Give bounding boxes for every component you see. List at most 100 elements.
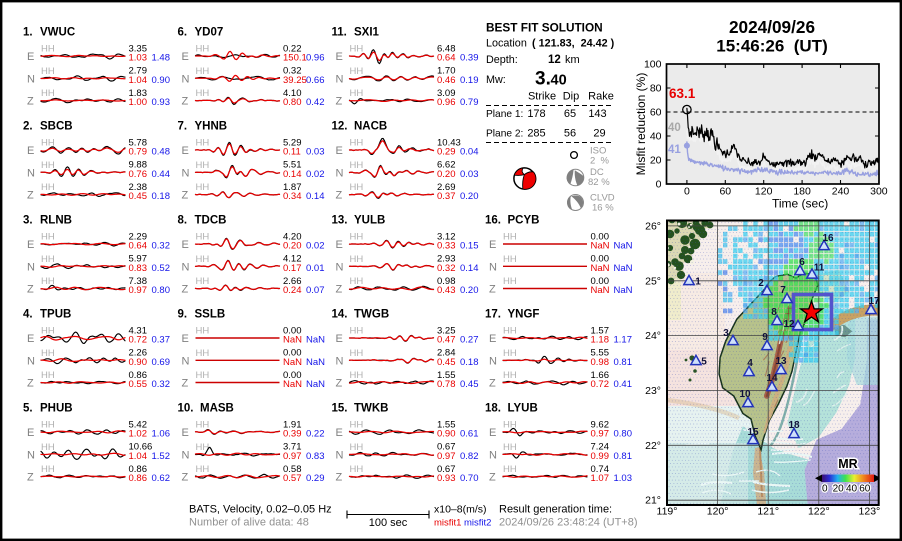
svg-text:Misfit reduction (%): Misfit reduction (%) xyxy=(634,73,648,176)
svg-text:0.41: 0.41 xyxy=(614,379,633,390)
svg-text:65: 65 xyxy=(564,108,576,120)
svg-text:Z: Z xyxy=(182,284,189,296)
svg-text:5.97: 5.97 xyxy=(129,254,148,265)
svg-text:( 121.83, 24.42 ): ( 121.83, 24.42 ) xyxy=(532,38,615,50)
svg-text:N: N xyxy=(182,449,190,461)
svg-text:10.: 10. xyxy=(178,403,194,415)
svg-text:2.: 2. xyxy=(23,121,33,133)
svg-text:Z: Z xyxy=(489,472,496,484)
svg-text:0.34: 0.34 xyxy=(283,191,302,202)
svg-text:0.00: 0.00 xyxy=(591,254,610,265)
svg-text:0: 0 xyxy=(822,484,828,495)
svg-text:6: 6 xyxy=(799,257,805,268)
svg-text:N: N xyxy=(182,167,190,179)
svg-text:N: N xyxy=(27,355,35,367)
svg-text:143: 143 xyxy=(588,108,606,120)
svg-text:HH: HH xyxy=(350,276,364,287)
svg-text:25°: 25° xyxy=(645,275,661,287)
svg-text:PCYB: PCYB xyxy=(508,215,540,227)
svg-text:HH: HH xyxy=(41,464,55,475)
svg-text:SXI1: SXI1 xyxy=(354,27,380,39)
svg-text:N: N xyxy=(182,261,190,273)
svg-text:Z: Z xyxy=(27,378,34,390)
svg-text:0.11: 0.11 xyxy=(283,147,301,158)
svg-text:HH: HH xyxy=(503,420,517,431)
svg-text:Z: Z xyxy=(489,284,496,296)
svg-text:0.20: 0.20 xyxy=(283,241,302,252)
svg-text:HH: HH xyxy=(350,442,364,453)
svg-text:Rake: Rake xyxy=(588,91,614,103)
svg-text:80: 80 xyxy=(650,83,662,95)
svg-text:Time (sec): Time (sec) xyxy=(772,197,828,211)
svg-text:8: 8 xyxy=(771,307,777,318)
svg-text:Plane 2:: Plane 2: xyxy=(486,129,523,140)
svg-text:0.64: 0.64 xyxy=(437,53,456,64)
svg-text:HH: HH xyxy=(196,182,210,193)
svg-text:0.90: 0.90 xyxy=(437,429,456,440)
svg-text:9.: 9. xyxy=(178,309,188,321)
svg-text:0.32: 0.32 xyxy=(283,66,302,77)
svg-text:3.: 3. xyxy=(535,69,551,90)
svg-text:HH: HH xyxy=(41,88,55,99)
svg-text:120°: 120° xyxy=(707,506,729,518)
svg-text:1.18: 1.18 xyxy=(591,335,610,346)
svg-text:0.32: 0.32 xyxy=(152,241,171,252)
svg-text:39.25: 39.25 xyxy=(283,75,307,86)
svg-text:0.81: 0.81 xyxy=(614,357,633,368)
svg-text:0.78: 0.78 xyxy=(437,379,456,390)
svg-text:Z: Z xyxy=(336,378,343,390)
svg-text:0.66: 0.66 xyxy=(306,75,325,86)
svg-text:0.14: 0.14 xyxy=(460,263,479,274)
svg-text:0.96: 0.96 xyxy=(437,97,456,108)
svg-text:0.67: 0.67 xyxy=(437,464,456,475)
svg-text:0.42: 0.42 xyxy=(306,97,325,108)
svg-text:VWUC: VWUC xyxy=(40,27,75,39)
svg-text:0.46: 0.46 xyxy=(437,75,456,86)
svg-text:120: 120 xyxy=(755,186,773,198)
svg-text:NaN: NaN xyxy=(591,241,610,252)
svg-text:2.38: 2.38 xyxy=(129,182,148,193)
svg-text:17.: 17. xyxy=(485,309,501,321)
svg-text:YHNB: YHNB xyxy=(195,121,228,133)
svg-text:4: 4 xyxy=(747,358,753,369)
svg-text:1.04: 1.04 xyxy=(129,451,148,462)
svg-text:0.57: 0.57 xyxy=(283,473,302,484)
svg-text:HH: HH xyxy=(350,420,364,431)
svg-text:5.55: 5.55 xyxy=(591,348,610,359)
svg-text:HH: HH xyxy=(41,420,55,431)
svg-text:0.19: 0.19 xyxy=(460,75,479,86)
svg-text:E: E xyxy=(336,239,343,251)
svg-text:HH: HH xyxy=(196,326,210,337)
svg-text:0.83: 0.83 xyxy=(306,451,325,462)
svg-text:E: E xyxy=(489,427,496,439)
svg-text:HH: HH xyxy=(196,348,210,359)
svg-text:1.57: 1.57 xyxy=(591,325,610,336)
svg-text:60: 60 xyxy=(650,107,662,119)
svg-text:NaN: NaN xyxy=(283,335,302,346)
svg-text:2.93: 2.93 xyxy=(437,254,456,265)
svg-text:HH: HH xyxy=(41,254,55,265)
svg-text:0.14: 0.14 xyxy=(283,169,302,180)
svg-text:HH: HH xyxy=(503,348,517,359)
svg-text:0.45: 0.45 xyxy=(460,379,479,390)
svg-text:3.: 3. xyxy=(23,215,33,227)
svg-text:HH: HH xyxy=(196,276,210,287)
svg-text:NACB: NACB xyxy=(354,121,387,133)
svg-text:NaN: NaN xyxy=(306,379,325,390)
svg-text:0.29: 0.29 xyxy=(437,147,456,158)
svg-text:HH: HH xyxy=(196,160,210,171)
svg-text:HH: HH xyxy=(503,464,517,475)
svg-text:NaN: NaN xyxy=(283,357,302,368)
svg-text:0.98: 0.98 xyxy=(437,276,456,287)
svg-text:20: 20 xyxy=(650,155,662,167)
svg-text:LYUB: LYUB xyxy=(508,403,538,415)
svg-text:0.43: 0.43 xyxy=(437,285,456,296)
svg-text:2024/09/26: 2024/09/26 xyxy=(729,17,815,37)
svg-text:10.66: 10.66 xyxy=(129,442,153,453)
svg-text:150.1: 150.1 xyxy=(283,53,307,64)
svg-text:6.48: 6.48 xyxy=(437,43,456,54)
svg-text:NaN: NaN xyxy=(306,357,325,368)
svg-text:1.07: 1.07 xyxy=(591,473,610,484)
svg-text:22°: 22° xyxy=(645,440,661,452)
svg-text:5.78: 5.78 xyxy=(129,137,148,148)
